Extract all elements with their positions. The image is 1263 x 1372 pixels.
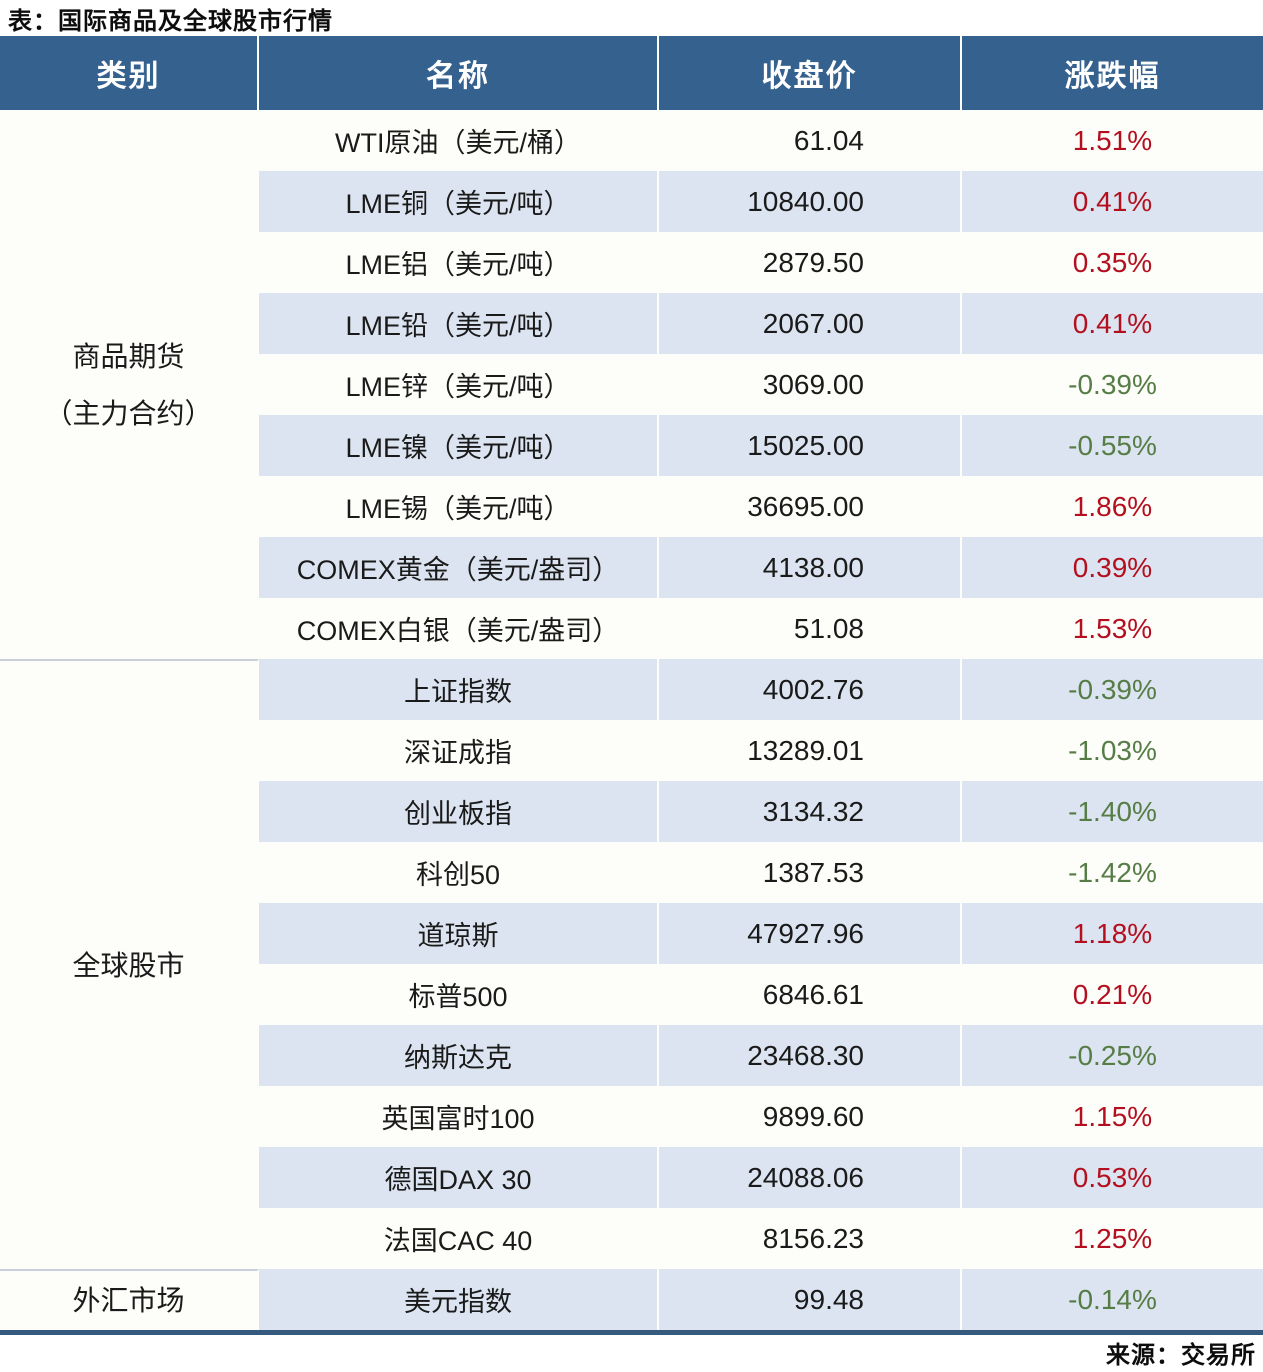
name-cell: 英国富时100: [259, 1086, 659, 1147]
category-cell: 商品期货 （主力合约）: [0, 110, 259, 659]
close-price-cell: 23468.30: [659, 1025, 962, 1086]
close-price-cell: 51.08: [659, 598, 962, 659]
change-percent-cell: -0.25%: [962, 1025, 1263, 1086]
header-cell-close-price: 收盘价: [659, 36, 962, 110]
change-percent-cell: -1.40%: [962, 781, 1263, 842]
close-price-cell: 24088.06: [659, 1147, 962, 1208]
change-percent-cell: -0.55%: [962, 415, 1263, 476]
close-price-cell: 13289.01: [659, 720, 962, 781]
change-percent-cell: 0.39%: [962, 537, 1263, 598]
header-cell-change: 涨跌幅: [1064, 60, 1161, 93]
category-cell: 外汇市场: [0, 1269, 259, 1330]
change-percent-cell: 1.18%: [962, 903, 1263, 964]
close-price-cell: 2879.50: [659, 232, 962, 293]
name-cell: 科创50: [259, 842, 659, 903]
change-percent-cell: 1.51%: [962, 110, 1263, 171]
close-price-cell: 8156.23: [659, 1208, 962, 1269]
close-price-cell: 4138.00: [659, 537, 962, 598]
category-label-line: （主力合约）: [44, 397, 213, 429]
change-percent-cell: -1.42%: [962, 842, 1263, 903]
close-price-cell: 36695.00: [659, 476, 962, 537]
category-label-line: 全球股市: [72, 949, 185, 981]
change-percent-cell: -1.03%: [962, 720, 1263, 781]
change-percent-cell: 0.21%: [962, 964, 1263, 1025]
page-title: 表：国际商品及全球股市行情: [8, 8, 333, 35]
name-cell: 深证成指: [259, 720, 659, 781]
change-percent-cell: 1.25%: [962, 1208, 1263, 1269]
change-percent-cell: -0.39%: [962, 354, 1263, 415]
change-percent-cell: 0.53%: [962, 1147, 1263, 1208]
quotes-table: 类别 名称 收盘价 涨跌幅 商品期货 （主力合约） WTI原油（美元/桶） 61.04…: [0, 36, 1263, 1335]
close-price-cell: 6846.61: [659, 964, 962, 1025]
header-cell-name: 名称: [259, 36, 659, 110]
change-percent-cell: -0.39%: [962, 659, 1263, 720]
name-cell: 美元指数: [259, 1269, 659, 1330]
close-price-cell: 2067.00: [659, 293, 962, 354]
close-price-cell: 3069.00: [659, 354, 962, 415]
change-percent-cell: 1.15%: [962, 1086, 1263, 1147]
source-note: 来源：交易所: [1106, 1342, 1256, 1369]
table-body: 商品期货 （主力合约） WTI原油（美元/桶） 61.04 1.51% LME铜（美元/吨…: [0, 110, 1263, 1335]
name-cell: LME镍（美元/吨）: [259, 415, 659, 476]
close-price-cell: 10840.00: [659, 171, 962, 232]
close-price-cell: 1387.53: [659, 842, 962, 903]
name-cell: 法国CAC 40: [259, 1208, 659, 1269]
name-cell: LME锌（美元/吨）: [259, 354, 659, 415]
name-cell: COMEX黄金（美元/盎司）: [259, 537, 659, 598]
close-price-cell: 61.04: [659, 110, 962, 171]
change-percent-cell: 0.41%: [962, 293, 1263, 354]
close-price-cell: 99.48: [659, 1269, 962, 1330]
name-cell: 纳斯达克: [259, 1025, 659, 1086]
change-percent-cell: 1.53%: [962, 598, 1263, 659]
name-cell: 上证指数: [259, 659, 659, 720]
category-label-line: 外汇市场: [72, 1285, 185, 1316]
table-header-row: 类别 名称 收盘价 涨跌幅: [0, 36, 1263, 110]
change-percent-cell: 0.35%: [962, 232, 1263, 293]
header-cell-category: 类别: [0, 36, 259, 110]
close-price-cell: 3134.32: [659, 781, 962, 842]
close-price-cell: 4002.76: [659, 659, 962, 720]
name-cell: 德国DAX 30: [259, 1147, 659, 1208]
name-cell: 标普500: [259, 964, 659, 1025]
name-cell: COMEX白银（美元/盎司）: [259, 598, 659, 659]
close-price-cell: 9899.60: [659, 1086, 962, 1147]
close-price-cell: 15025.00: [659, 415, 962, 476]
close-price-cell: 47927.96: [659, 903, 962, 964]
name-cell: LME锡（美元/吨）: [259, 476, 659, 537]
name-cell: LME铜（美元/吨）: [259, 171, 659, 232]
name-cell: 创业板指: [259, 781, 659, 842]
name-cell: LME铝（美元/吨）: [259, 232, 659, 293]
change-percent-cell: 1.86%: [962, 476, 1263, 537]
change-percent-cell: -0.14%: [962, 1269, 1263, 1330]
category-cell: 全球股市: [0, 659, 259, 1269]
name-cell: LME铅（美元/吨）: [259, 293, 659, 354]
name-cell: 道琼斯: [259, 903, 659, 964]
name-cell: WTI原油（美元/桶）: [259, 110, 659, 171]
category-label-line: 商品期货: [72, 340, 185, 372]
change-percent-cell: 0.41%: [962, 171, 1263, 232]
